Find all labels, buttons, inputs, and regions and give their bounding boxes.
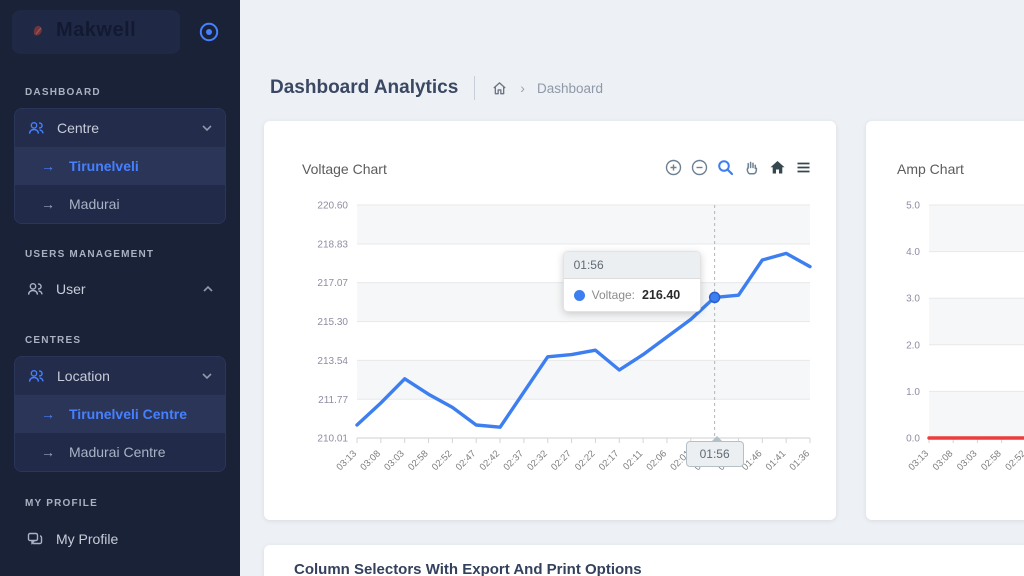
svg-text:03:08: 03:08 — [931, 448, 956, 473]
header-divider — [474, 76, 476, 100]
nav-group-location: Location → Tirunelveli Centre → Madurai … — [14, 356, 226, 472]
brand-logo-icon — [33, 25, 42, 36]
arrow-right-icon: → — [41, 444, 55, 460]
users-icon — [28, 122, 44, 134]
svg-text:02:58: 02:58 — [979, 448, 1004, 473]
svg-text:218.83: 218.83 — [317, 239, 348, 250]
svg-text:217.07: 217.07 — [317, 278, 348, 289]
voltage-chart-svg[interactable]: 220.60 218.83 217.07 215.30 213.54 211.77 210.… — [286, 187, 826, 517]
sidebar-toggle-icon[interactable] — [198, 21, 220, 43]
users-icon — [28, 370, 44, 382]
svg-text:02:11: 02:11 — [621, 448, 645, 472]
nav-group-my-profile: My Profile — [14, 520, 226, 558]
tooltip-time: 01:56 — [563, 252, 700, 280]
arrow-right-icon: → — [41, 158, 55, 174]
chevron-down-icon — [202, 373, 212, 380]
arrow-right-icon: → — [41, 196, 55, 212]
amp-chart-title: Amp Chart — [897, 161, 964, 177]
sidebar-item-madurai[interactable]: → Madurai — [15, 185, 225, 223]
nav-group-user: User — [14, 270, 226, 308]
svg-text:02:32: 02:32 — [525, 448, 550, 473]
chat-icon — [27, 532, 43, 545]
zoom-in-icon[interactable] — [665, 159, 682, 176]
sidebar-item-user[interactable]: User — [14, 270, 226, 308]
svg-text:1.0: 1.0 — [906, 387, 920, 398]
voltage-chart-area: 220.60 218.83 217.07 215.30 213.54 211.77 210.… — [286, 187, 826, 517]
svg-text:02:58: 02:58 — [406, 448, 431, 473]
sidebar-item-centre[interactable]: Centre — [15, 109, 225, 147]
page-title: Dashboard Analytics — [270, 77, 459, 98]
voltage-chart-title: Voltage Chart — [302, 161, 387, 177]
selection-zoom-icon[interactable] — [717, 159, 734, 176]
svg-text:210.01: 210.01 — [317, 434, 348, 445]
section-label-my-profile: MY PROFILE — [25, 498, 98, 509]
amp-chart-area: 5.0 4.0 3.0 2.0 1.0 0.0 03:13 03:08 03:03 02:58 02… — [884, 187, 1024, 517]
chart-tooltip: 01:56 Voltage: 216.40 — [562, 251, 701, 313]
section-label-centres: CENTRES — [25, 335, 82, 346]
svg-text:2.0: 2.0 — [906, 340, 920, 351]
svg-text:02:22: 02:22 — [573, 448, 598, 473]
series-marker-icon — [573, 289, 585, 301]
arrow-right-icon: → — [41, 406, 55, 422]
svg-text:215.30: 215.30 — [317, 317, 348, 328]
home-reset-icon[interactable] — [769, 159, 786, 176]
menu-icon[interactable] — [795, 159, 812, 176]
chevron-up-icon — [203, 285, 213, 292]
svg-text:03:13: 03:13 — [335, 448, 360, 473]
zoom-out-icon[interactable] — [691, 159, 708, 176]
svg-text:220.60: 220.60 — [317, 201, 348, 212]
svg-text:02:27: 02:27 — [549, 448, 574, 473]
svg-text:211.77: 211.77 — [318, 395, 348, 406]
users-icon — [27, 283, 43, 295]
svg-text:01:36: 01:36 — [788, 448, 813, 473]
svg-text:02:52: 02:52 — [1003, 448, 1024, 473]
breadcrumb-chevron-icon: › — [520, 80, 525, 96]
home-icon[interactable] — [491, 80, 508, 97]
amp-chart-svg[interactable]: 5.0 4.0 3.0 2.0 1.0 0.0 03:13 03:08 03:03 02:58 02… — [884, 187, 1024, 517]
brand-name: Makwell — [56, 19, 137, 41]
breadcrumb[interactable]: Dashboard — [536, 80, 604, 96]
sidebar: Makwell DASHBOARD Centre → Tirunelveli →… — [0, 0, 240, 576]
page-header: Dashboard Analytics › Dashboard — [270, 76, 603, 100]
svg-text:3.0: 3.0 — [906, 294, 920, 305]
sidebar-item-my-profile[interactable]: My Profile — [14, 520, 226, 558]
xaxis-tooltip: 01:56 — [685, 436, 744, 467]
svg-text:02:17: 02:17 — [597, 448, 622, 473]
chevron-down-icon — [202, 125, 212, 132]
svg-text:03:08: 03:08 — [358, 448, 383, 473]
section-label-users-management: USERS MANAGEMENT — [25, 249, 155, 260]
svg-text:02:52: 02:52 — [430, 448, 455, 473]
section-label-dashboard: DASHBOARD — [25, 87, 101, 98]
svg-text:02:37: 02:37 — [501, 448, 526, 473]
nav-group-centre: Centre → Tirunelveli → Madurai — [14, 108, 226, 224]
sidebar-item-location[interactable]: Location — [15, 357, 225, 395]
sidebar-item-madurai-centre[interactable]: → Madurai Centre — [15, 433, 225, 471]
svg-text:02:06: 02:06 — [644, 448, 669, 473]
voltage-chart-card: Voltage Chart 220.60 218.83 217.07 215.30 21… — [264, 121, 836, 520]
amp-chart-card: Amp Chart 5.0 4.0 3.0 2.0 1.0 0.0 03:13 03:08 03… — [866, 121, 1024, 520]
sidebar-item-tirunelveli[interactable]: → Tirunelveli — [15, 147, 225, 185]
svg-text:02:47: 02:47 — [454, 448, 479, 473]
svg-text:0.0: 0.0 — [906, 434, 920, 445]
svg-text:213.54: 213.54 — [317, 356, 348, 367]
tooltip-value: 216.40 — [642, 288, 681, 303]
table-card-title: Column Selectors With Export And Print O… — [294, 561, 642, 576]
svg-text:03:03: 03:03 — [955, 448, 980, 473]
chart-toolbar — [665, 159, 812, 176]
svg-text:02:42: 02:42 — [478, 448, 503, 473]
pan-icon[interactable] — [743, 159, 760, 176]
sidebar-item-label: Centre — [57, 120, 100, 136]
svg-text:01:41: 01:41 — [764, 448, 789, 473]
svg-text:5.0: 5.0 — [906, 201, 920, 212]
table-card: Column Selectors With Export And Print O… — [264, 545, 1024, 576]
svg-text:03:03: 03:03 — [382, 448, 407, 473]
svg-text:03:13: 03:13 — [907, 448, 932, 473]
tooltip-series-label: Voltage: — [591, 288, 635, 303]
xaxis-tooltip-time: 01:56 — [699, 447, 730, 461]
svg-text:4.0: 4.0 — [906, 247, 920, 258]
sidebar-item-tirunelveli-centre[interactable]: → Tirunelveli Centre — [15, 395, 225, 433]
